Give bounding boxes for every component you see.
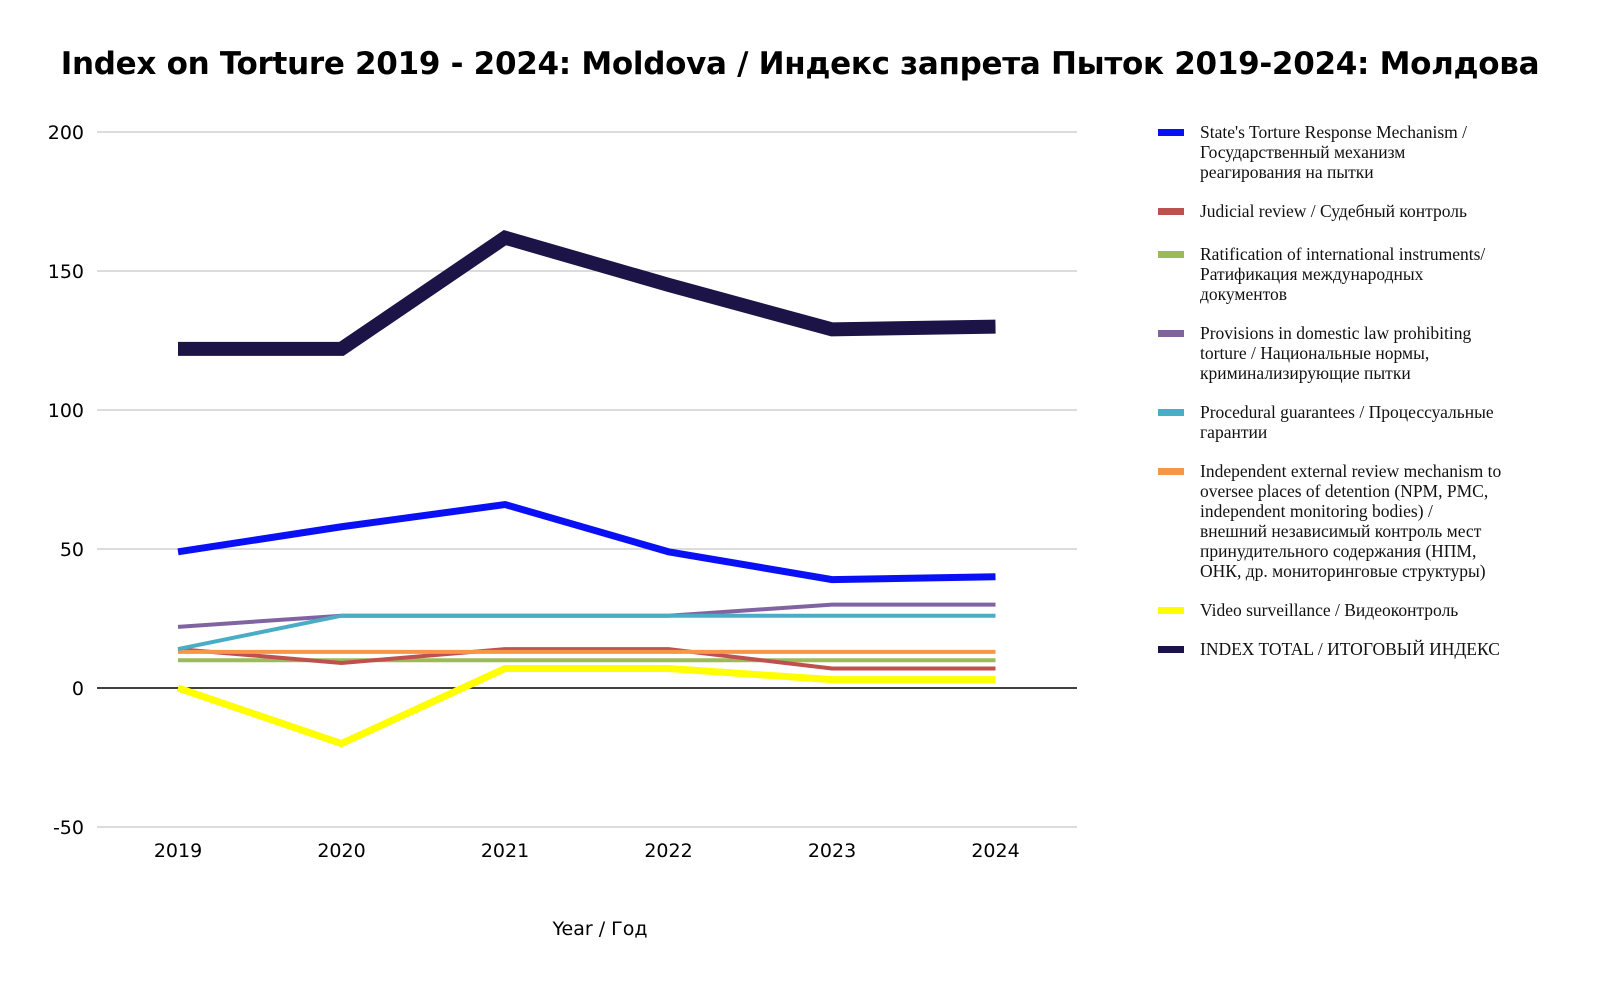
legend-label: Provisions in domestic law prohibiting t… xyxy=(1200,323,1472,383)
x-tick-label: 2023 xyxy=(808,840,856,862)
y-tick-label: 150 xyxy=(48,261,84,283)
y-tick-label: -50 xyxy=(53,817,84,839)
legend-label: INDEX TOTAL / ИТОГОВЫЙ ИНДЕКС xyxy=(1200,639,1500,659)
legend-swatch xyxy=(1158,208,1184,215)
legend-label: Ratification of international instrument… xyxy=(1200,244,1486,304)
gridlines xyxy=(97,131,1077,828)
series-line-7 xyxy=(178,230,996,356)
series-line-4 xyxy=(177,613,996,652)
legend-label: Independent external review mechanism to… xyxy=(1200,461,1502,581)
legend-swatch xyxy=(1158,330,1184,337)
series-lines xyxy=(176,230,996,748)
x-axis-title: Year / Год xyxy=(552,918,648,940)
chart-title: Index on Torture 2019 - 2024: Moldova / … xyxy=(60,46,1540,82)
series-line-0 xyxy=(177,500,996,584)
x-tick-label: 2021 xyxy=(481,840,529,862)
legend-swatch xyxy=(1158,409,1184,416)
y-tick-label: 50 xyxy=(60,539,84,561)
legend-label: State's Torture Response Mechanism / Гос… xyxy=(1200,122,1467,182)
legend-item: Ratification of international instrument… xyxy=(1155,244,1575,304)
legend-item: State's Torture Response Mechanism / Гос… xyxy=(1155,122,1575,182)
legend-swatch xyxy=(1158,607,1184,614)
x-tick-label: 2024 xyxy=(971,840,1019,862)
x-tick-label: 2022 xyxy=(644,840,692,862)
legend-swatch xyxy=(1158,468,1184,475)
legend-item: Independent external review mechanism to… xyxy=(1155,461,1575,581)
legend-swatch xyxy=(1158,129,1184,136)
y-tick-label: 0 xyxy=(72,678,84,700)
legend-item: Video surveillance / Видеоконтроль xyxy=(1155,600,1575,620)
legend-item: Procedural guarantees / Процессуальные г… xyxy=(1155,402,1575,442)
legend-label: Procedural guarantees / Процессуальные г… xyxy=(1200,402,1494,442)
x-tick-label: 2020 xyxy=(317,840,365,862)
series-line-6 xyxy=(176,665,996,748)
legend-item: Provisions in domestic law prohibiting t… xyxy=(1155,323,1575,383)
legend-item: INDEX TOTAL / ИТОГОВЫЙ ИНДЕКС xyxy=(1155,639,1575,659)
legend-label: Video surveillance / Видеоконтроль xyxy=(1200,600,1459,620)
y-axis-tick-labels: 200 150 100 50 0 -50 xyxy=(48,122,84,839)
legend-label: Judicial review / Судебный контроль xyxy=(1200,201,1467,221)
y-tick-label: 100 xyxy=(48,400,84,422)
y-tick-label: 200 xyxy=(48,122,84,144)
series-line-1 xyxy=(177,647,996,671)
x-tick-label: 2019 xyxy=(154,840,202,862)
legend-item: Judicial review / Судебный контроль xyxy=(1155,201,1575,221)
legend: State's Torture Response Mechanism / Гос… xyxy=(1155,122,1575,659)
legend-swatch xyxy=(1158,646,1184,653)
x-axis-tick-labels: 2019 2020 2021 2022 2023 2024 xyxy=(154,840,1020,862)
legend-swatch xyxy=(1158,251,1184,258)
